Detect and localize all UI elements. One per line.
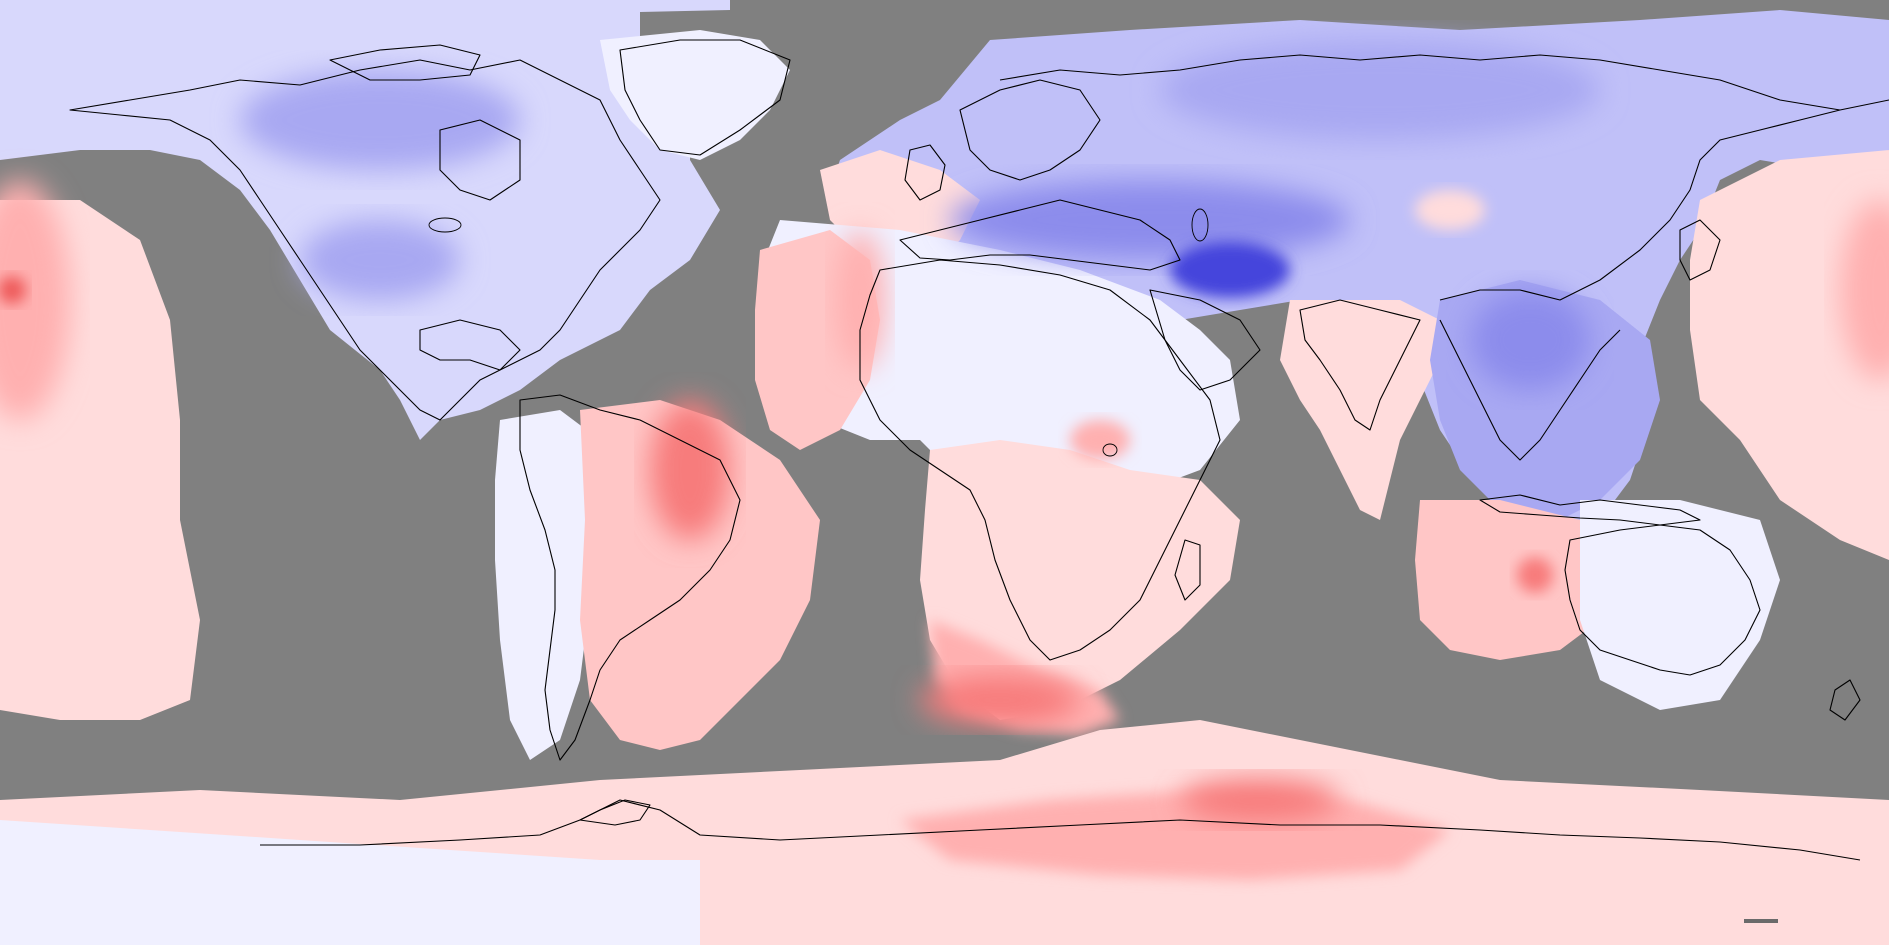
warm-region-south-america (580, 400, 820, 750)
anomaly-hotspots (0, 40, 1889, 822)
coastline-hudson-bay (439, 119, 521, 201)
warm-hotspot-west-africa (835, 230, 885, 370)
lake-caspian (1191, 208, 1209, 242)
pale-region-antarctic-west (0, 820, 700, 945)
warm-region-pacific-east (1690, 150, 1889, 560)
pale-region-western-south-america (495, 410, 600, 760)
coastline-africa (859, 259, 1221, 661)
warm-hotspot-pacific-core (0, 276, 26, 304)
coastline-east-asia (1439, 99, 1889, 301)
coastline-madagascar (1174, 539, 1201, 601)
warm-hotspot-south-atlantic (920, 675, 1080, 725)
coastlines (69, 39, 1889, 861)
coastline-india (1299, 299, 1421, 431)
coastline-arabia (1149, 289, 1261, 391)
coastline-gulf-of-mexico (419, 319, 521, 371)
lake-victoria (1102, 443, 1118, 457)
coastline-arctic-islands (329, 44, 481, 81)
warm-region-south-asia (1280, 300, 1440, 520)
cold-hotspot-central-asia (950, 180, 1350, 260)
cold-hotspot-tibet (1170, 242, 1290, 298)
coastline-europe-mainland (899, 199, 1181, 271)
coastline-indonesia (1479, 494, 1701, 526)
cold-hotspot-southeast-asia (1470, 290, 1590, 390)
coastline-antarctic-peninsula (579, 799, 651, 826)
warm-hotspot-pacific-east (1840, 200, 1889, 380)
coastline-northern-eurasia (999, 54, 1841, 111)
warm-hotspot-pacific-west (0, 180, 70, 420)
coastline-british-isles (904, 144, 946, 201)
coastline-antarctica (260, 799, 1861, 861)
coastline-japan (1679, 219, 1721, 281)
cold-region-north-america (0, 0, 730, 440)
warm-hotspot-brazil (650, 400, 730, 540)
warm-hotspot-western-australia (1517, 557, 1553, 593)
coastline-scandinavia (959, 79, 1101, 181)
warm-hotspot-mongolia (1415, 190, 1485, 230)
pale-region-eastern-australia (1580, 500, 1780, 710)
coastline-southeast-asia (1439, 319, 1621, 461)
coastline-australia (1564, 524, 1761, 676)
cold-hotspot-siberia (1160, 40, 1600, 140)
warm-hotspot-east-africa (1070, 420, 1130, 460)
cold-hotspot-north-america (300, 220, 460, 300)
cold-hotspot-canada (240, 70, 520, 170)
warm-region-western-australia (1415, 500, 1600, 660)
scale-mark (1744, 919, 1778, 923)
coastline-north-america (69, 59, 661, 421)
warm-hotspot-southern-ocean (1180, 778, 1340, 822)
lake-great-lakes (428, 217, 462, 233)
coastline-new-zealand (1829, 679, 1861, 721)
coastline-south-america (519, 394, 741, 761)
coastline-greenland (619, 39, 791, 156)
